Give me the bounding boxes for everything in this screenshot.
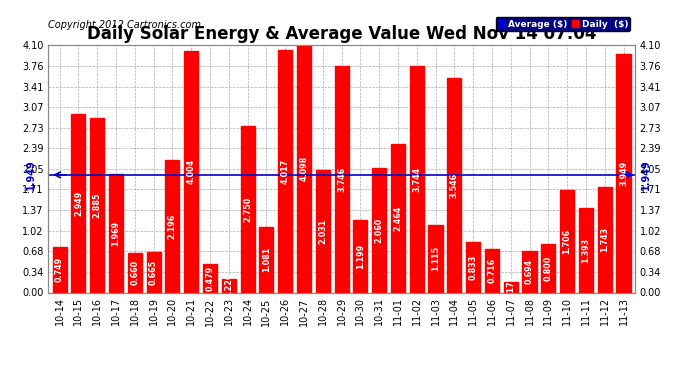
Bar: [353, 220, 367, 292]
Bar: [541, 244, 555, 292]
Text: 0.749: 0.749: [55, 257, 64, 282]
Text: 1.949: 1.949: [641, 159, 651, 190]
Text: 0.694: 0.694: [525, 259, 534, 284]
Text: 1.743: 1.743: [600, 227, 609, 252]
Text: 2.196: 2.196: [168, 214, 177, 239]
Title: Daily Solar Energy & Average Value Wed Nov 14 07:04: Daily Solar Energy & Average Value Wed N…: [87, 26, 596, 44]
Text: 1.969: 1.969: [112, 220, 121, 246]
Text: 2.031: 2.031: [318, 219, 327, 244]
Text: 2.949: 2.949: [74, 191, 83, 216]
Bar: [316, 170, 330, 292]
Text: 4.004: 4.004: [187, 159, 196, 184]
Bar: [504, 282, 518, 292]
Bar: [259, 227, 273, 292]
Bar: [466, 242, 480, 292]
Text: 1.081: 1.081: [262, 247, 271, 273]
Bar: [221, 279, 236, 292]
Text: 1.393: 1.393: [582, 238, 591, 263]
Text: 0.479: 0.479: [206, 266, 215, 291]
Bar: [579, 209, 593, 292]
Text: 1.706: 1.706: [562, 228, 571, 254]
Text: 3.744: 3.744: [412, 167, 421, 192]
Bar: [616, 54, 631, 292]
Bar: [560, 189, 574, 292]
Text: 2.464: 2.464: [393, 206, 402, 231]
Text: 3.546: 3.546: [450, 173, 459, 198]
Bar: [71, 114, 86, 292]
Bar: [335, 66, 348, 292]
Legend: Average ($), Daily  ($): Average ($), Daily ($): [495, 17, 630, 31]
Bar: [166, 160, 179, 292]
Text: 0.172: 0.172: [506, 274, 515, 300]
Text: 2.885: 2.885: [92, 193, 101, 218]
Bar: [391, 144, 405, 292]
Bar: [241, 126, 255, 292]
Bar: [90, 118, 104, 292]
Text: 1.115: 1.115: [431, 246, 440, 272]
Bar: [447, 78, 462, 292]
Bar: [428, 225, 442, 292]
Text: 4.098: 4.098: [299, 156, 308, 182]
Bar: [203, 264, 217, 292]
Bar: [184, 51, 198, 292]
Bar: [598, 187, 612, 292]
Bar: [485, 249, 499, 292]
Bar: [128, 253, 142, 292]
Text: 0.665: 0.665: [149, 260, 158, 285]
Bar: [372, 168, 386, 292]
Text: 0.716: 0.716: [487, 258, 496, 284]
Text: 3.949: 3.949: [619, 161, 628, 186]
Text: Copyright 2012 Cartronics.com: Copyright 2012 Cartronics.com: [48, 20, 201, 30]
Text: 0.833: 0.833: [469, 255, 477, 280]
Text: 3.746: 3.746: [337, 167, 346, 192]
Text: 4.017: 4.017: [281, 159, 290, 184]
Bar: [52, 247, 67, 292]
Text: 2.060: 2.060: [375, 218, 384, 243]
Text: 1.949: 1.949: [26, 159, 37, 190]
Text: 0.226: 0.226: [224, 273, 233, 298]
Text: 2.750: 2.750: [243, 197, 252, 222]
Bar: [146, 252, 161, 292]
Text: 0.660: 0.660: [130, 260, 139, 285]
Text: 1.199: 1.199: [356, 244, 365, 269]
Bar: [278, 50, 292, 292]
Text: 0.800: 0.800: [544, 256, 553, 281]
Bar: [109, 174, 123, 292]
Bar: [297, 45, 311, 292]
Bar: [522, 251, 537, 292]
Bar: [410, 66, 424, 292]
